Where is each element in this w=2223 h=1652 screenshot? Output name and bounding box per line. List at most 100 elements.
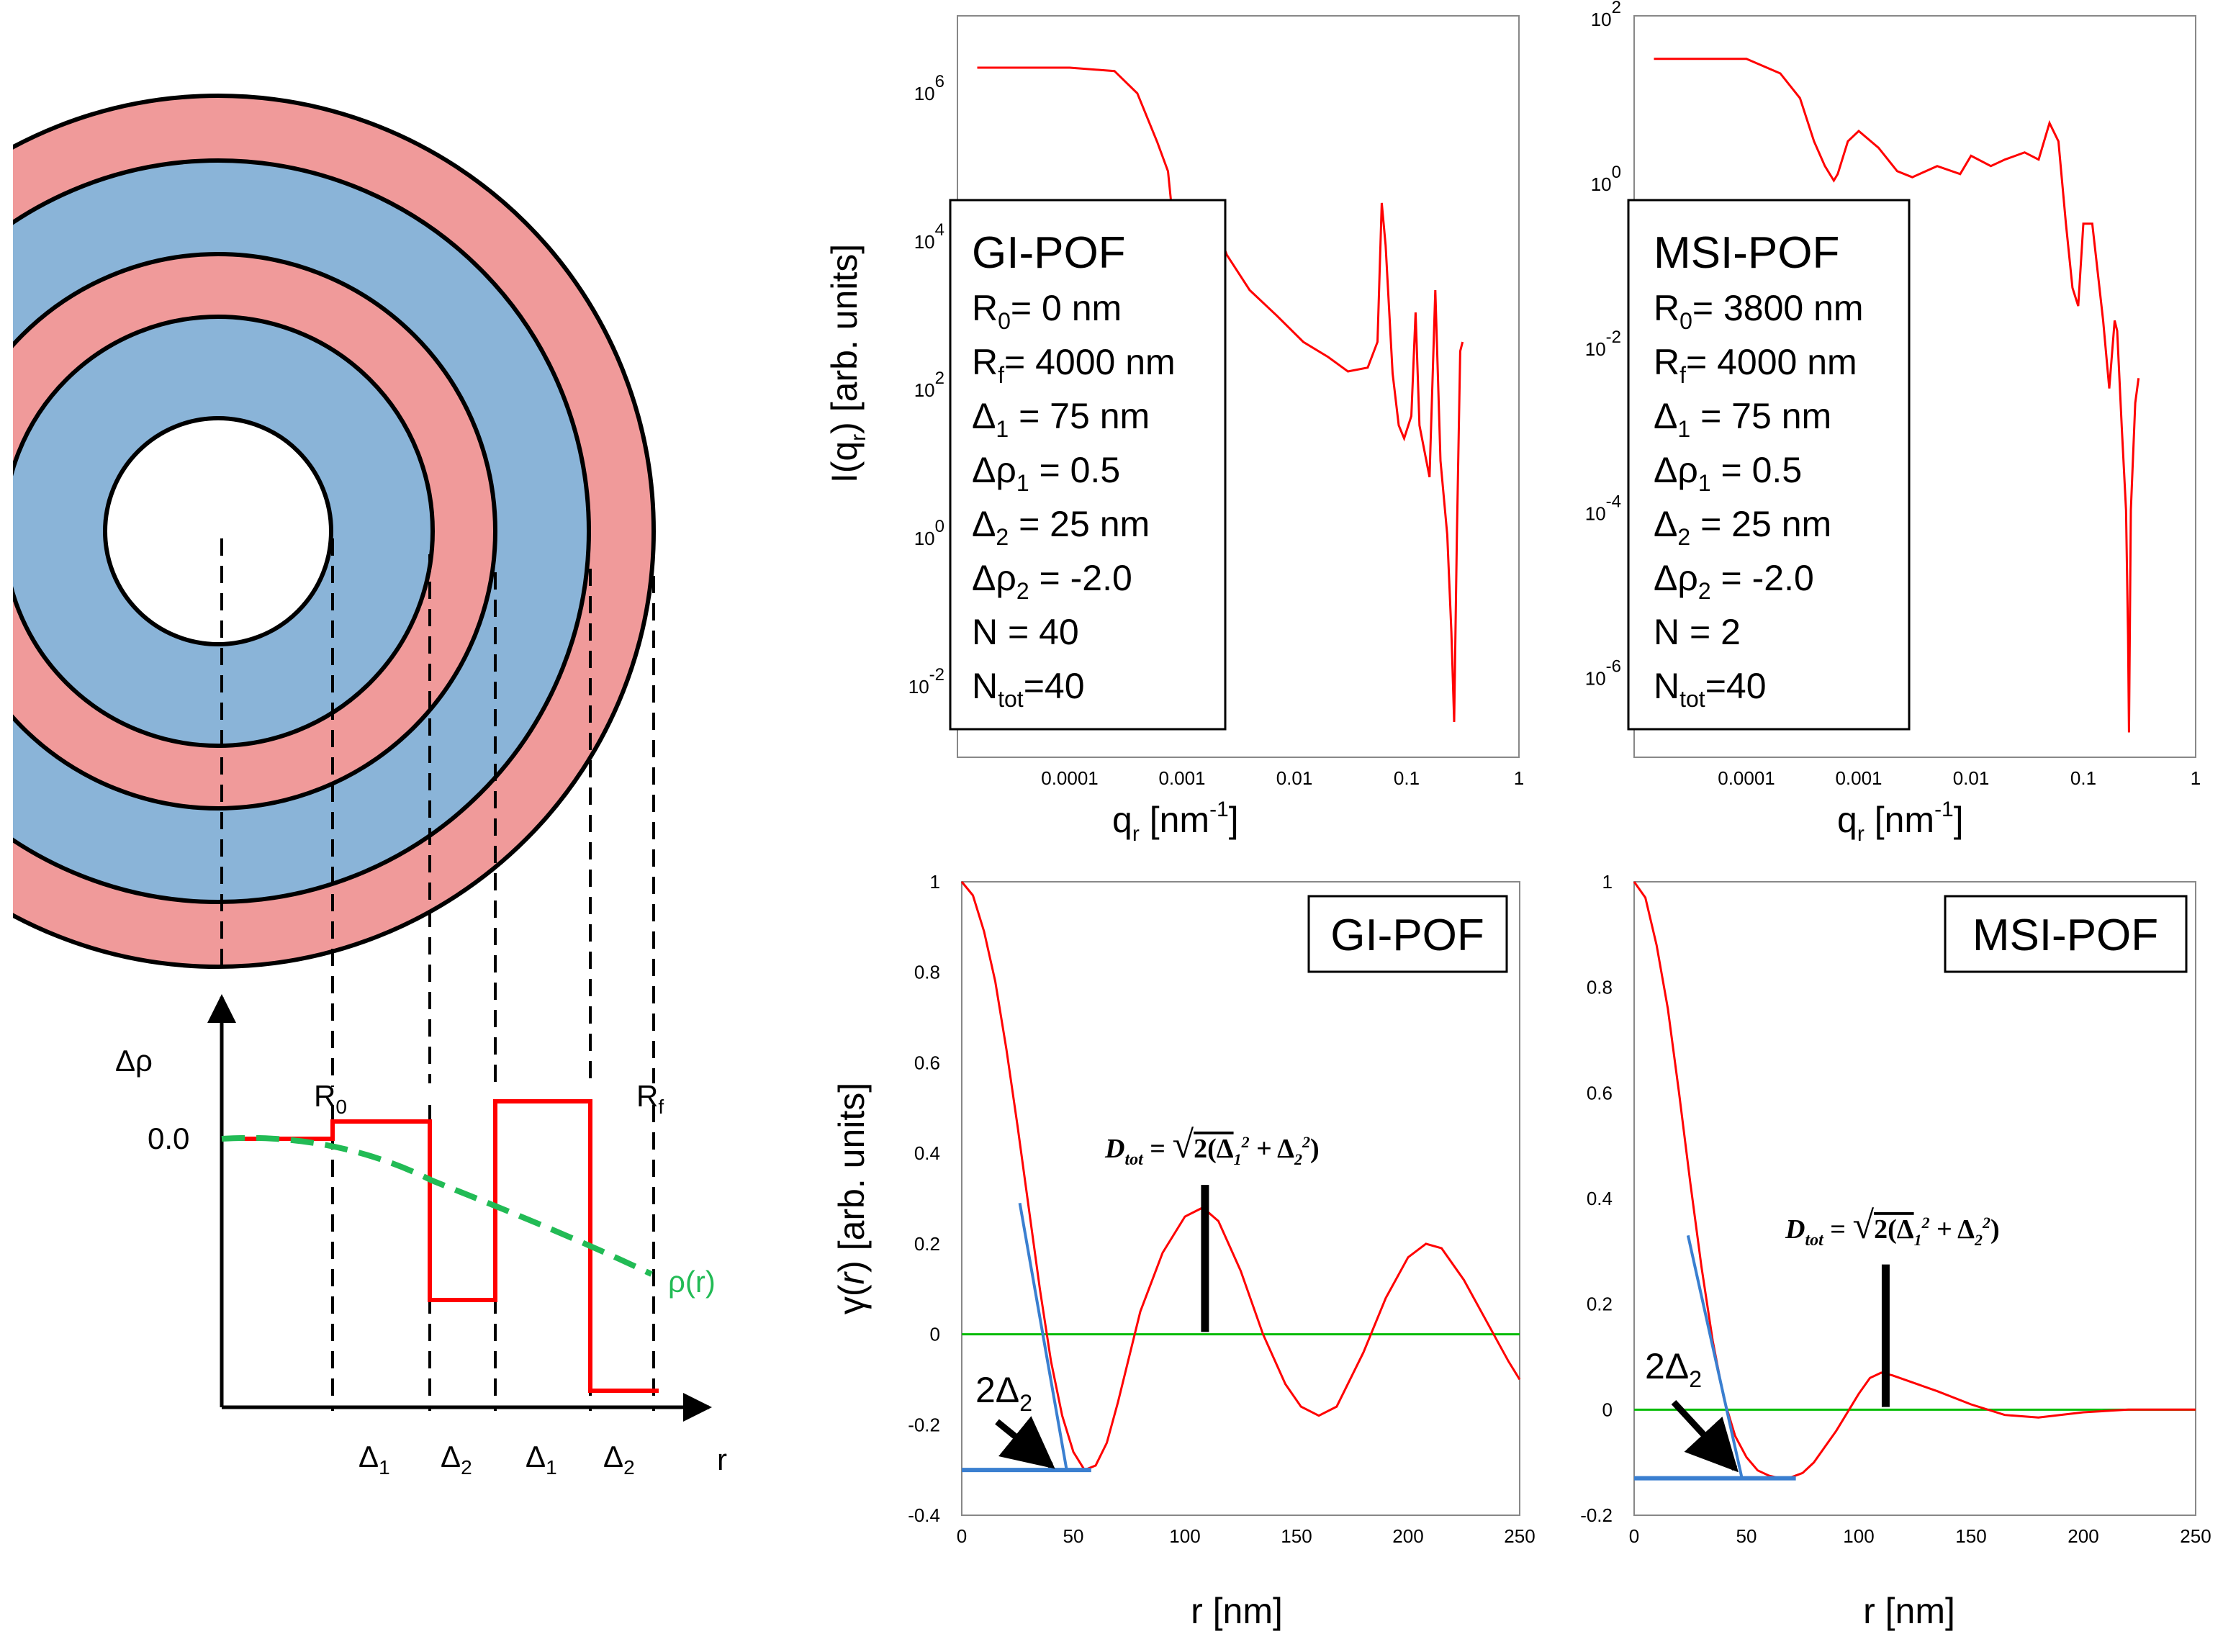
msi-scatter-legend-line: Rf= 4000 nm [1654, 342, 1857, 388]
gi-scatter-xtick-label: 1 [1514, 767, 1524, 789]
gi-scatter-ytick-label: 10-2 [908, 665, 944, 698]
msi-corr-ytick-label: -0.2 [1580, 1504, 1613, 1526]
msi-corr-chart: 0 50 100 150 200 250 -0.2 0 0.2 0.4 0.6 0.8 1 MSI-PO… [1580, 871, 2211, 1631]
gi-scatter-ytick-label: 106 [914, 72, 944, 104]
gi-corr-ytick-label: 1 [930, 871, 940, 893]
msi-scatter-xtick-label: 0.1 [2070, 767, 2096, 789]
gi-corr-ytick-label: 0.2 [914, 1233, 940, 1255]
gi-scatter-series [977, 66, 1464, 722]
gi-scatter-legend-line: N = 40 [972, 612, 1079, 652]
gi-scatter-legend-line: Δ2 = 25 nm [972, 504, 1150, 550]
msi-scatter-ytick-label: 10-2 [1585, 328, 1621, 360]
gi-scatter-xtick-label: 0.1 [1394, 767, 1420, 789]
gi-corr-xtick-label: 0 [957, 1525, 967, 1547]
msi-scatter-ytick-label: 10-4 [1585, 492, 1621, 525]
gi-corr-xtick-label: 200 [1392, 1525, 1423, 1547]
rf-label: Rf [636, 1079, 664, 1118]
gi-scatter-legend-line: R0= 0 nm [972, 288, 1122, 334]
gi-scatter-legend-line: Δρ1 = 0.5 [972, 450, 1120, 496]
profile-axes [207, 994, 712, 1422]
gi-corr-ytick-label: 0.4 [914, 1142, 940, 1164]
gi-scatter-legend-line: Ntot=40 [972, 666, 1085, 712]
delta-1-label-b: Δ1 [526, 1440, 557, 1479]
shell-diagram [13, 94, 656, 969]
delta-2-label-a: Δ2 [441, 1440, 472, 1479]
msi-corr-title-box: MSI-POF [1944, 895, 2188, 973]
gi-corr-ytick-label: 0 [930, 1324, 940, 1345]
msi-corr-tangent-line [1686, 1235, 1744, 1479]
delta-2-label-b: Δ2 [603, 1440, 635, 1479]
gi-scatter-legend-line: Δ1 = 75 nm [972, 396, 1150, 442]
gi-corr-2delta-label: 2Δ2 [975, 1370, 1032, 1416]
r-axis-label: r [717, 1443, 727, 1476]
msi-corr-ytick-label: 1 [1602, 871, 1613, 893]
msi-scatter-ytick-label: 102 [1591, 0, 1621, 30]
gi-corr-2delta-arrow [995, 1416, 1055, 1469]
msi-corr-ytick-label: 0 [1602, 1399, 1613, 1420]
msi-scatter-ytick-label: 100 [1591, 163, 1621, 195]
msi-scatter-xtick-label: 0.001 [1835, 767, 1882, 789]
msi-scatter-xlabel: qr [nm-1] [1837, 798, 1964, 846]
msi-corr-ytick-label: 0.2 [1587, 1294, 1613, 1315]
r0-label: R0 [314, 1079, 347, 1118]
gi-scatter-legend-line: Rf= 4000 nm [972, 342, 1176, 388]
msi-corr-formula: Dtot = √2(Δ12 + Δ22) [1785, 1204, 2000, 1250]
msi-corr-xtick-label: 250 [2180, 1525, 2211, 1547]
msi-scatter-series [1654, 58, 2140, 733]
gi-corr-ytick-label: 0.6 [914, 1052, 940, 1073]
msi-corr-2delta-arrow [1671, 1399, 1739, 1473]
gi-scatter-legend-line: Δρ2 = -2.0 [972, 558, 1132, 604]
gi-scatter-xlabel: qr [nm-1] [1112, 798, 1239, 846]
msi-corr-series [1633, 881, 2196, 1480]
msi-corr-ytick-label: 0.8 [1587, 977, 1613, 998]
msi-scatter-legend-line: Δ1 = 75 nm [1654, 396, 1831, 442]
rho-r-label: ρ(r) [668, 1265, 716, 1299]
svg-text:MSI-POF: MSI-POF [1972, 911, 2158, 960]
msi-scatter-legend-box: MSI-POF R0= 3800 nm Rf= 4000 nm Δ1 = 75 nm… [1627, 199, 1911, 731]
gi-scatter-ytick-label: 100 [914, 517, 944, 549]
msi-corr-ytick-label: 0.4 [1587, 1188, 1613, 1209]
gi-corr-frame [961, 881, 1520, 1516]
delta-1-label-a: Δ1 [359, 1440, 390, 1479]
gi-scatter-legend-box: GI-POF R0= 0 nm Rf= 4000 nm Δ1 = 75 nm Δρ1 … [949, 199, 1227, 731]
gi-scatter-legend-title: GI-POF [972, 228, 1126, 278]
gi-corr-formula: Dtot = √2(Δ12 + Δ22) [1104, 1123, 1320, 1169]
gi-corr-series [960, 881, 1521, 1471]
msi-corr-xlabel: r [nm] [1863, 1591, 1955, 1631]
shell-core [103, 416, 333, 646]
msi-scatter-chart: 0.0001 0.001 0.01 0.1 1 10-6 10-4 10-2 100 102 MS… [1585, 0, 2201, 846]
msi-corr-xtick-label: 150 [1955, 1525, 1986, 1547]
zero-level-label: 0.0 [148, 1121, 189, 1155]
msi-scatter-legend-line: Δρ1 = 0.5 [1654, 450, 1802, 496]
delta-rho-axis-label: Δρ [115, 1044, 153, 1078]
gi-corr-xlabel: r [nm] [1191, 1591, 1283, 1631]
msi-scatter-legend-line: Δ2 = 25 nm [1654, 504, 1831, 550]
gi-scatter-xtick-label: 0.0001 [1041, 767, 1099, 789]
msi-scatter-ytick-label: 10-6 [1585, 657, 1621, 690]
gi-corr-xtick-label: 50 [1063, 1525, 1084, 1547]
svg-text:GI-POF: GI-POF [1330, 911, 1484, 960]
msi-corr-xtick-label: 100 [1843, 1525, 1874, 1547]
gi-corr-tangent-line [1018, 1202, 1068, 1471]
msi-scatter-xtick-label: 1 [2191, 767, 2201, 789]
gi-scatter-ylabel: I(qr) [arb. units] [824, 244, 870, 483]
msi-scatter-legend-line: Ntot=40 [1654, 666, 1767, 712]
gi-corr-xtick-label: 150 [1281, 1525, 1312, 1547]
gi-scatter-ytick-label: 102 [914, 369, 944, 401]
msi-corr-2delta-label: 2Δ2 [1645, 1346, 1702, 1392]
gi-corr-ytick-label: 0.8 [914, 962, 940, 983]
gi-scatter-xtick-label: 0.01 [1276, 767, 1313, 789]
msi-scatter-legend-title: MSI-POF [1654, 228, 1839, 278]
msi-scatter-legend-line: N = 2 [1654, 612, 1741, 652]
msi-corr-frame [1633, 881, 2196, 1516]
gi-corr-ytick-label: -0.2 [908, 1414, 940, 1435]
gi-scatter-xtick-label: 0.001 [1158, 767, 1205, 789]
msi-scatter-xtick-label: 0.0001 [1718, 767, 1775, 789]
gi-corr-chart: 0 50 100 150 200 250 -0.4 -0.2 0 0.2 0.4 0.6 0.8 1 GI… [831, 871, 1536, 1631]
msi-corr-xtick-label: 200 [2068, 1525, 2098, 1547]
msi-corr-xtick-label: 0 [1629, 1525, 1639, 1547]
gi-corr-ytick-label: -0.4 [908, 1504, 940, 1526]
rho-r-curve [221, 1134, 653, 1277]
